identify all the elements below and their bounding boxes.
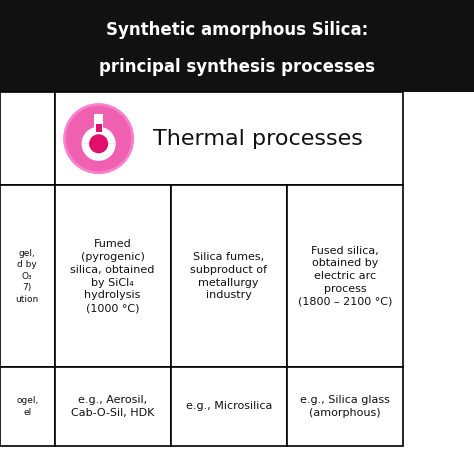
- Text: e.g., Aerosil,
Cab-O-Sil, HDK: e.g., Aerosil, Cab-O-Sil, HDK: [71, 395, 154, 418]
- Text: principal synthesis processes: principal synthesis processes: [99, 57, 375, 75]
- Bar: [0, 185, 55, 367]
- Bar: [55, 185, 171, 367]
- Text: Fused silica,
obtained by
electric arc
process
(1800 – 2100 °C): Fused silica, obtained by electric arc p…: [298, 246, 392, 307]
- Text: Fumed
(pyrogenic)
silica, obtained
by SiCl₄
hydrolysis
(1000 °C): Fumed (pyrogenic) silica, obtained by Si…: [70, 239, 155, 313]
- Wedge shape: [82, 127, 116, 144]
- Text: Thermal processes: Thermal processes: [153, 128, 363, 149]
- Text: e.g., Silica glass
(amorphous): e.g., Silica glass (amorphous): [300, 395, 390, 418]
- Bar: [55, 367, 171, 446]
- Bar: [55, 92, 403, 185]
- Bar: [287, 185, 403, 367]
- Circle shape: [64, 105, 133, 173]
- Bar: [171, 185, 287, 367]
- Bar: [287, 367, 403, 446]
- Text: ogel,
el: ogel, el: [16, 396, 38, 417]
- Wedge shape: [82, 144, 116, 161]
- Text: e.g., Microsilica: e.g., Microsilica: [185, 401, 272, 411]
- Bar: [0, 92, 55, 185]
- Bar: [96, 124, 101, 132]
- Bar: [171, 367, 287, 446]
- Text: Synthetic amorphous Silica:: Synthetic amorphous Silica:: [106, 20, 368, 38]
- Circle shape: [89, 134, 108, 153]
- Bar: [0, 367, 55, 446]
- Text: gel,
d by
O₃
7)
ution: gel, d by O₃ 7) ution: [16, 249, 39, 303]
- Text: Silica fumes,
subproduct of
metallurgy
industry: Silica fumes, subproduct of metallurgy i…: [190, 252, 267, 301]
- Bar: [94, 114, 103, 132]
- Bar: [0, 0, 474, 92]
